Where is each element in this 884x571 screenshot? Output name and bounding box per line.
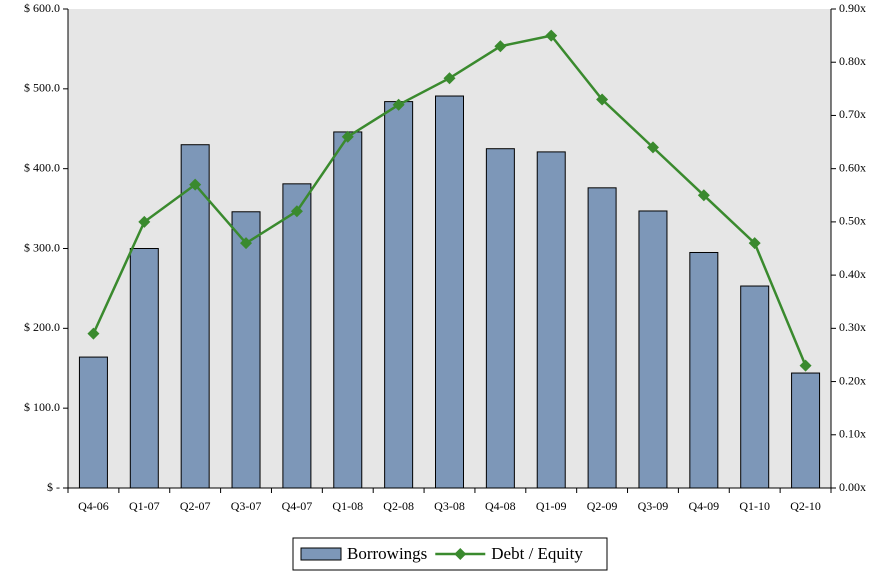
x-tick-label: Q3-07 xyxy=(231,499,262,513)
bar xyxy=(384,101,414,489)
bar xyxy=(180,144,210,489)
marker xyxy=(392,98,405,111)
x-tick-label: Q2-07 xyxy=(180,499,211,513)
marker xyxy=(290,205,303,218)
y2-tick-label: 0.80x xyxy=(839,54,866,68)
bar xyxy=(740,285,770,489)
marker xyxy=(545,29,558,42)
marker xyxy=(748,237,761,250)
marker xyxy=(494,40,507,53)
legend-swatch xyxy=(300,547,342,561)
y-tick-label: $ 100.0 xyxy=(24,400,60,414)
y2-tick-label: 0.00x xyxy=(839,480,866,494)
marker xyxy=(646,141,659,154)
bar xyxy=(485,148,515,489)
marker xyxy=(443,72,456,85)
x-tick-label: Q2-09 xyxy=(587,499,618,513)
marker xyxy=(189,178,202,191)
bar xyxy=(129,248,159,489)
bar xyxy=(231,211,261,489)
bar xyxy=(791,372,821,489)
x-tick-label: Q4-09 xyxy=(688,499,719,513)
marker xyxy=(596,93,609,106)
y-tick-label: $ 300.0 xyxy=(24,240,60,254)
bar xyxy=(638,210,668,489)
bar xyxy=(689,251,719,489)
marker xyxy=(87,327,100,340)
x-tick-label: Q1-08 xyxy=(332,499,363,513)
bar xyxy=(435,95,464,489)
x-tick-label: Q2-08 xyxy=(383,499,414,513)
marker xyxy=(138,215,151,228)
y2-tick-label: 0.20x xyxy=(839,373,866,387)
x-tick-label: Q3-09 xyxy=(638,499,669,513)
y2-tick-label: 0.60x xyxy=(839,160,866,174)
marker xyxy=(341,130,354,143)
marker xyxy=(240,237,253,250)
y-tick-label: $ 200.0 xyxy=(24,320,60,334)
y2-tick-label: 0.70x xyxy=(839,107,866,121)
marker xyxy=(697,189,710,202)
legend-label: Debt / Equity xyxy=(491,544,583,563)
bar xyxy=(333,131,363,489)
legend-label: Borrowings xyxy=(347,544,427,563)
y2-tick-label: 0.50x xyxy=(839,214,866,228)
y-tick-label: $ 500.0 xyxy=(24,81,60,95)
y-tick-label: $ 400.0 xyxy=(24,160,60,174)
y2-tick-label: 0.40x xyxy=(839,267,866,281)
legend: Borrowings Debt / Equity xyxy=(292,537,608,571)
x-tick-label: Q2-10 xyxy=(790,499,821,513)
x-tick-label: Q1-09 xyxy=(536,499,567,513)
x-tick-label: Q1-10 xyxy=(739,499,770,513)
x-tick-label: Q4-07 xyxy=(282,499,313,513)
y2-tick-label: 0.10x xyxy=(839,427,866,441)
y2-tick-label: 0.90x xyxy=(839,1,866,15)
legend-marker xyxy=(454,548,467,560)
marker xyxy=(799,359,812,372)
y2-tick-label: 0.30x xyxy=(839,320,866,334)
bar xyxy=(282,183,312,489)
x-tick-label: Q1-07 xyxy=(129,499,160,513)
y-tick-label: $ - xyxy=(47,480,60,494)
y-tick-label: $ 600.0 xyxy=(24,1,60,15)
bar xyxy=(587,187,617,489)
bar xyxy=(78,356,108,489)
x-tick-label: Q3-08 xyxy=(434,499,465,513)
x-tick-label: Q4-08 xyxy=(485,499,516,513)
x-tick-label: Q4-06 xyxy=(78,499,109,513)
bar xyxy=(536,151,566,489)
